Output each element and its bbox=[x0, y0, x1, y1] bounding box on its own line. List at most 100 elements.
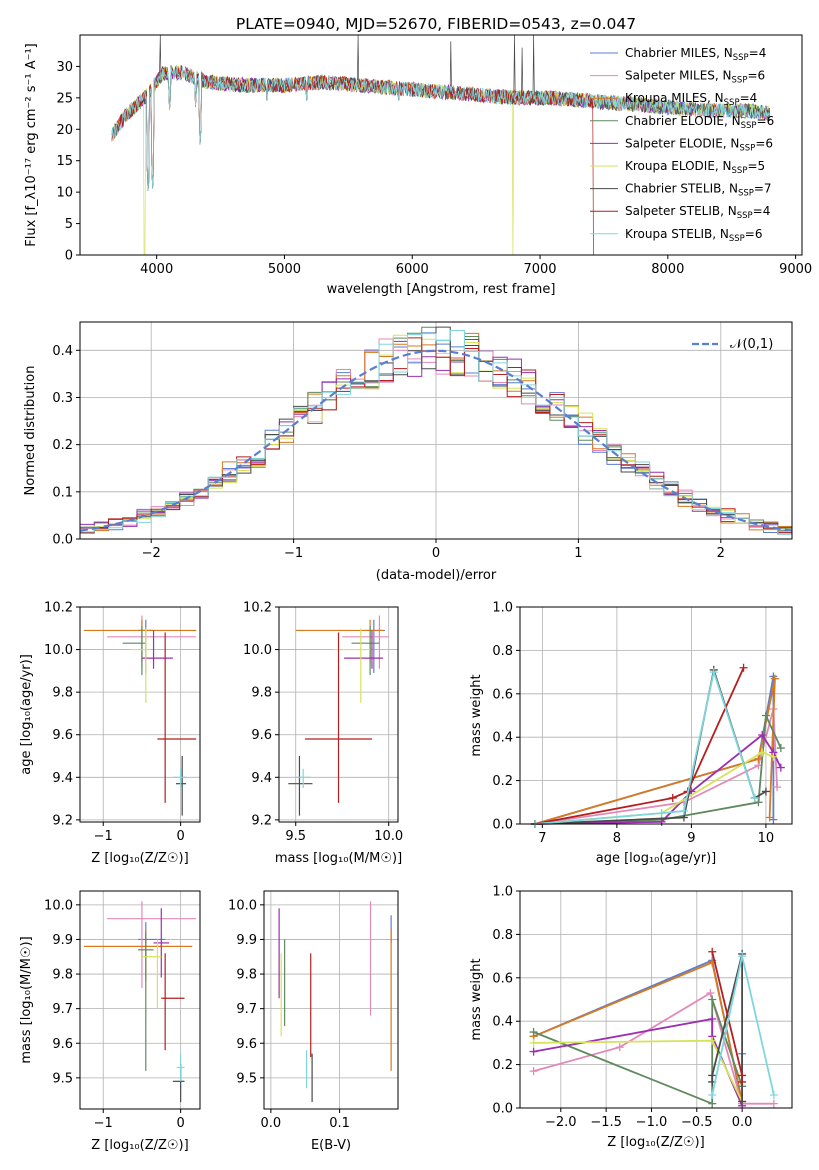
weight-marker bbox=[679, 806, 688, 815]
weight-marker bbox=[765, 813, 774, 822]
x-axis-label: Z [log₁₀(Z/Z☉)] bbox=[91, 1138, 188, 1153]
x-tick-label: −0.5 bbox=[681, 1115, 713, 1130]
y-tick-label: 0.6 bbox=[492, 971, 513, 986]
axes-frame bbox=[79, 606, 201, 823]
weight-marker bbox=[758, 748, 767, 757]
y-tick-label: 0 bbox=[65, 249, 73, 264]
chart-age-vs-mass: 9.5 10.0 9.2 9.4 9.6 9.8 10.0 10.2 mass [log₁₀(M… bbox=[243, 601, 403, 867]
y-tick-label: 0.3 bbox=[52, 391, 73, 406]
y-tick-label: 10.2 bbox=[44, 601, 73, 616]
weight-marker bbox=[529, 1047, 538, 1056]
weight-marker bbox=[708, 1015, 717, 1024]
weight-line bbox=[534, 708, 778, 825]
y-tick-label: 9.2 bbox=[251, 813, 272, 828]
legend-label: Kroupa STELIB, NSSP=6 bbox=[625, 227, 763, 244]
legend-label: Chabrier ELODIE, NSSP=6 bbox=[625, 114, 774, 131]
weight-marker bbox=[708, 1071, 717, 1080]
y-tick-label: 0.8 bbox=[492, 644, 513, 659]
weight-marker bbox=[708, 947, 717, 956]
x-tick-label: 0 bbox=[177, 1116, 185, 1131]
x-tick-label: 2 bbox=[717, 546, 725, 561]
y-tick-label: 0.2 bbox=[492, 1058, 513, 1073]
axes-frame bbox=[519, 606, 793, 825]
y-tick-label: 10.0 bbox=[228, 898, 257, 913]
y-tick-label: 9.8 bbox=[236, 968, 257, 983]
weight-marker bbox=[761, 711, 770, 720]
weight-marker bbox=[769, 752, 778, 761]
y-tick-label: 10.2 bbox=[243, 601, 272, 616]
x-tick-label: 0.0 bbox=[261, 1116, 282, 1131]
legend-label: Kroupa MILES, NSSP=4 bbox=[625, 91, 757, 108]
weight-line bbox=[533, 991, 774, 1105]
weight-line bbox=[534, 733, 782, 825]
weight-marker bbox=[776, 744, 785, 753]
weight-marker bbox=[738, 1077, 747, 1086]
x-tick-label: −2.0 bbox=[545, 1115, 577, 1130]
x-tick-label: −1 bbox=[94, 829, 113, 844]
y-tick-label: 10 bbox=[56, 186, 73, 201]
x-tick-label: −1.5 bbox=[590, 1115, 622, 1130]
x-tick-label: 10 bbox=[758, 831, 775, 846]
x-axis-label: Z [log₁₀(Z/Z☉)] bbox=[607, 1135, 704, 1150]
x-axis-label: (data-model)/error bbox=[376, 568, 497, 583]
weight-marker bbox=[529, 1028, 538, 1037]
weight-marker bbox=[708, 1036, 717, 1045]
weight-marker bbox=[738, 1097, 747, 1106]
histogram-step bbox=[80, 329, 792, 535]
x-tick-label: 1 bbox=[574, 546, 582, 561]
axes-frame bbox=[278, 606, 399, 823]
y-tick-label: 10.0 bbox=[44, 643, 73, 658]
chart-residuals: −2 −1 0 1 2 0.0 0.1 0.2 0.3 0.4 (data-model)/error… bbox=[23, 321, 793, 583]
weight-line bbox=[533, 999, 743, 1106]
weight-marker bbox=[773, 783, 782, 792]
y-tick-label: 9.6 bbox=[52, 728, 73, 743]
axes-frame bbox=[79, 890, 201, 1110]
legend-label: Chabrier MILES, NSSP=4 bbox=[625, 46, 766, 63]
x-tick-label: 7 bbox=[538, 831, 546, 846]
x-axis-label: wavelength [Angstrom, rest frame] bbox=[327, 282, 556, 297]
y-tick-label: 0.4 bbox=[52, 344, 73, 359]
weight-marker bbox=[706, 988, 715, 997]
x-axis-label: Z [log₁₀(Z/Z☉)] bbox=[91, 851, 188, 866]
x-tick-label: 7000 bbox=[523, 262, 556, 277]
weight-marker bbox=[769, 1090, 778, 1099]
x-tick-label: 4000 bbox=[140, 262, 173, 277]
y-tick-label: 0.8 bbox=[492, 928, 513, 943]
y-tick-label: 0.2 bbox=[52, 438, 73, 453]
weight-line bbox=[534, 668, 756, 825]
y-tick-label: 9.6 bbox=[251, 728, 272, 743]
legend-label: Salpeter STELIB, NSSP=4 bbox=[625, 204, 770, 221]
y-tick-label: 9.2 bbox=[52, 813, 73, 828]
y-tick-label: 0.1 bbox=[52, 485, 73, 500]
weight-marker bbox=[709, 668, 718, 677]
y-tick-label: 20 bbox=[56, 123, 73, 138]
axes-frame bbox=[263, 890, 399, 1110]
y-tick-label: 9.4 bbox=[251, 771, 272, 786]
spectrum-line bbox=[111, 66, 771, 191]
y-tick-label: 9.8 bbox=[52, 968, 73, 983]
x-tick-label: 0 bbox=[432, 546, 440, 561]
y-tick-label: 30 bbox=[56, 60, 73, 75]
weight-line bbox=[534, 712, 782, 825]
y-tick-label: 9.6 bbox=[236, 1037, 257, 1052]
gaussian-curve bbox=[79, 349, 793, 532]
histogram-step bbox=[80, 326, 792, 534]
y-tick-label: 10.0 bbox=[243, 643, 272, 658]
x-tick-label: −1.0 bbox=[636, 1115, 668, 1130]
y-tick-label: 10.0 bbox=[44, 898, 73, 913]
x-tick-label: 8 bbox=[613, 831, 621, 846]
y-tick-label: 9.8 bbox=[251, 686, 272, 701]
weight-marker bbox=[754, 754, 763, 763]
y-tick-label: 9.9 bbox=[52, 933, 73, 948]
y-tick-label: 9.7 bbox=[236, 1002, 257, 1017]
weight-marker bbox=[761, 787, 770, 796]
y-tick-label: 0.0 bbox=[52, 533, 73, 548]
x-tick-label: 9000 bbox=[779, 262, 812, 277]
y-tick-label: 9.9 bbox=[236, 933, 257, 948]
weight-marker bbox=[750, 793, 759, 802]
weight-marker bbox=[758, 731, 767, 740]
y-tick-label: 0.6 bbox=[492, 687, 513, 702]
x-tick-label: −1 bbox=[284, 546, 303, 561]
x-tick-label: 9 bbox=[687, 831, 695, 846]
y-tick-label: 0.4 bbox=[492, 731, 513, 746]
